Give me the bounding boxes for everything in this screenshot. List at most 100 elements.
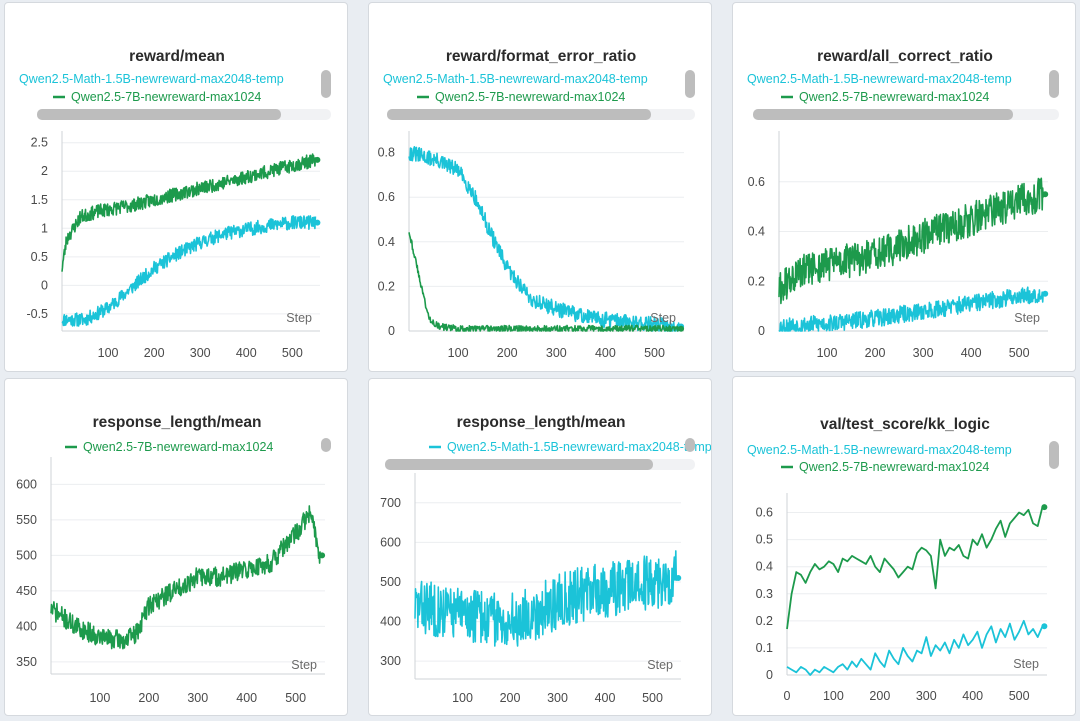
series-endpoint (314, 219, 321, 226)
series-line (778, 286, 1044, 332)
x-tick-label: 300 (546, 346, 567, 360)
chart-title: reward/mean (129, 48, 225, 65)
chart-panel-all-correct-ratio: reward/all_correct_ratio Qwen2.5-Math-1.5… (732, 2, 1076, 372)
y-tick-label: 600 (380, 535, 401, 549)
legend-entry: Qwen2.5-7B-newreward-max1024 (83, 440, 273, 454)
x-axis-label: Step (291, 658, 317, 672)
series-endpoint (1041, 623, 1048, 630)
series-line (61, 153, 317, 272)
y-tick-label: 550 (16, 513, 37, 527)
chart-panel-reward-mean: reward/mean Qwen2.5-Math-1.5B-newreward-m… (4, 2, 348, 372)
x-axis-label: Step (286, 311, 312, 325)
chart-title: response_length/mean (93, 414, 262, 431)
y-tick-label: 500 (16, 548, 37, 562)
x-tick-label: 400 (595, 691, 616, 705)
chart-svg-format-error-ratio: reward/format_error_ratio Qwen2.5-Math-1.… (378, 48, 695, 360)
legend-vertical-scrollbar-icon[interactable] (321, 438, 331, 452)
x-tick-label: 100 (452, 691, 473, 705)
chart-panel-response-length-1-5b: response_length/mean Qwen2.5-Math-1.5B-ne… (368, 378, 712, 716)
series-endpoint (319, 552, 326, 559)
series-endpoint (314, 156, 321, 163)
legend-horizontal-scrollbar-icon[interactable] (753, 109, 1013, 120)
x-tick-label: 200 (144, 346, 165, 360)
legend-entry: Qwen2.5-Math-1.5B-newreward-max2048-temp (447, 440, 712, 454)
y-tick-label: 0.6 (756, 506, 773, 520)
chart-title: reward/format_error_ratio (446, 48, 636, 65)
legend-entry: Qwen2.5-Math-1.5B-newreward-max2048-temp (383, 72, 648, 86)
chart-panel-format-error-ratio: reward/format_error_ratio Qwen2.5-Math-1.… (368, 2, 712, 372)
series-line (786, 619, 1044, 676)
legend-vertical-scrollbar-icon[interactable] (685, 70, 695, 98)
x-tick-label: 400 (595, 346, 616, 360)
y-tick-label: 0.3 (756, 587, 773, 601)
legend-entry: Qwen2.5-7B-newreward-max1024 (799, 90, 989, 104)
y-tick-label: 500 (380, 575, 401, 589)
x-tick-label: 500 (642, 691, 663, 705)
series-line (408, 146, 680, 332)
y-tick-label: 2 (41, 164, 48, 178)
y-tick-label: 0.1 (756, 641, 773, 655)
legend-entry: Qwen2.5-Math-1.5B-newreward-max2048-temp (747, 72, 1012, 86)
legend-vertical-scrollbar-icon[interactable] (685, 438, 695, 452)
y-tick-label: 0.5 (756, 533, 773, 547)
x-tick-label: 100 (89, 691, 110, 705)
x-tick-label: 200 (138, 691, 159, 705)
x-axis-label: Step (647, 658, 673, 672)
x-tick-label: 300 (913, 346, 934, 360)
chart-title: val/test_score/kk_logic (820, 416, 990, 433)
y-tick-label: 0.4 (748, 225, 765, 239)
y-tick-label: 0.2 (748, 274, 765, 288)
legend-vertical-scrollbar-icon[interactable] (1049, 441, 1059, 469)
y-tick-label: 0.2 (378, 279, 395, 293)
x-tick-label: 200 (869, 689, 890, 703)
chart-title: response_length/mean (457, 414, 626, 431)
series-line (50, 505, 321, 650)
legend-horizontal-scrollbar-icon[interactable] (385, 459, 653, 470)
y-tick-label: 0 (766, 668, 773, 682)
x-tick-label: 500 (282, 346, 303, 360)
x-tick-label: 300 (190, 346, 211, 360)
chart-svg-all-correct-ratio: reward/all_correct_ratio Qwen2.5-Math-1.5… (747, 48, 1059, 360)
series-endpoint (678, 325, 685, 332)
chart-panel-response-length-7b: response_length/mean Qwen2.5-7B-newreward… (4, 378, 348, 716)
legend-horizontal-scrollbar-icon[interactable] (387, 109, 651, 120)
y-tick-label: 0 (41, 278, 48, 292)
legend-vertical-scrollbar-icon[interactable] (1049, 70, 1059, 98)
x-tick-label: 100 (817, 346, 838, 360)
y-tick-label: 400 (16, 619, 37, 633)
legend-entry: Qwen2.5-7B-newreward-max1024 (71, 90, 261, 104)
series-line (61, 215, 317, 327)
x-tick-label: 500 (1009, 346, 1030, 360)
y-tick-label: 1.5 (31, 193, 48, 207)
chart-svg-response-length-1-5b: response_length/mean Qwen2.5-Math-1.5B-ne… (380, 414, 712, 705)
series-line (786, 506, 1044, 630)
x-axis-label: Step (650, 311, 676, 325)
x-tick-label: 400 (236, 346, 257, 360)
y-tick-label: 0.4 (378, 235, 395, 249)
legend-entry: Qwen2.5-Math-1.5B-newreward-max2048-temp (747, 443, 1012, 457)
x-tick-label: 100 (823, 689, 844, 703)
y-tick-label: 400 (380, 615, 401, 629)
x-tick-label: 500 (285, 691, 306, 705)
x-tick-label: 200 (497, 346, 518, 360)
x-tick-label: 500 (1009, 689, 1030, 703)
series-endpoint (1042, 290, 1049, 297)
x-tick-label: 300 (547, 691, 568, 705)
chart-title: reward/all_correct_ratio (817, 48, 993, 65)
y-tick-label: 350 (16, 655, 37, 669)
series-line (778, 177, 1044, 305)
x-tick-label: 400 (236, 691, 257, 705)
legend-vertical-scrollbar-icon[interactable] (321, 70, 331, 98)
x-tick-label: 100 (448, 346, 469, 360)
legend-entry: Qwen2.5-Math-1.5B-newreward-max2048-temp (19, 72, 284, 86)
y-tick-label: 450 (16, 584, 37, 598)
x-tick-label: 400 (961, 346, 982, 360)
x-tick-label: 100 (98, 346, 119, 360)
y-tick-label: 1 (41, 221, 48, 235)
series-line (408, 232, 680, 332)
x-tick-label: 200 (865, 346, 886, 360)
y-tick-label: 300 (380, 654, 401, 668)
y-tick-label: 0.5 (31, 250, 48, 264)
legend-horizontal-scrollbar-icon[interactable] (37, 109, 281, 120)
chart-svg-response-length-7b: response_length/mean Qwen2.5-7B-newreward… (16, 414, 331, 705)
